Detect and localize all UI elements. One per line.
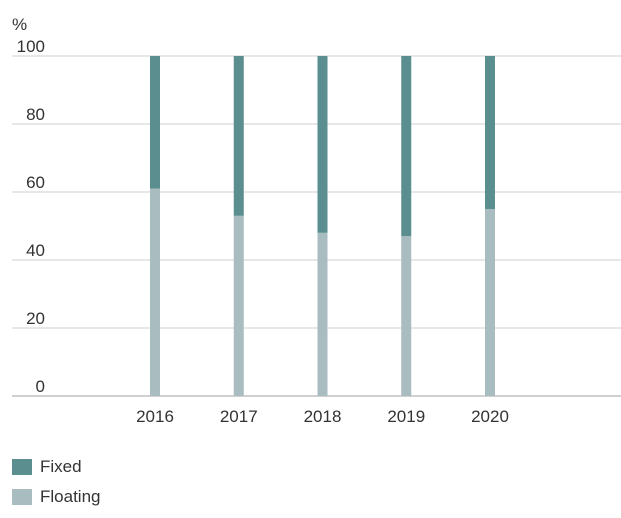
x-tick-label-2019: 2019 (387, 407, 425, 426)
bar-floating-2016 (150, 188, 160, 396)
legend-item-fixed: Fixed (12, 458, 100, 476)
legend-item-floating: Floating (12, 488, 100, 506)
bar-fixed-2018 (317, 56, 328, 233)
bar-fixed-2019 (401, 56, 412, 237)
x-tick-label-2016: 2016 (136, 407, 174, 426)
bar-fixed-2020 (485, 56, 495, 209)
legend-label-floating: Floating (40, 487, 101, 506)
gridlines (12, 55, 621, 397)
y-tick-label-100: 100 (17, 37, 45, 56)
bar-floating-2020 (485, 209, 495, 396)
bar-floating-2017 (233, 215, 244, 396)
bar-fixed-2017 (233, 56, 244, 216)
y-axis-label: % (12, 15, 27, 34)
x-tick-label-2018: 2018 (304, 407, 342, 426)
x-tick-labels: 2016 2017 2018 2019 2020 (136, 407, 509, 426)
bar-floating-2019 (401, 236, 412, 396)
y-tick-label-60: 60 (26, 173, 45, 192)
bar-floating-2018 (317, 232, 328, 396)
legend-label-fixed: Fixed (40, 457, 82, 476)
x-tick-label-2017: 2017 (220, 407, 258, 426)
y-tick-labels: 0 20 40 60 80 100 (17, 37, 45, 396)
bar-fixed-2016 (150, 56, 160, 189)
y-tick-label-80: 80 (26, 105, 45, 124)
legend-swatch-fixed (12, 459, 32, 475)
legend-swatch-floating (12, 489, 32, 505)
x-tick-label-2020: 2020 (471, 407, 509, 426)
y-tick-label-20: 20 (26, 309, 45, 328)
bars (150, 56, 495, 396)
stacked-bar-chart: % 0 20 40 60 80 100 2016 2017 2018 2019 2020 (12, 15, 621, 426)
legend: Fixed Floating (12, 458, 100, 518)
y-tick-label-40: 40 (26, 241, 45, 260)
y-tick-label-0: 0 (36, 377, 45, 396)
